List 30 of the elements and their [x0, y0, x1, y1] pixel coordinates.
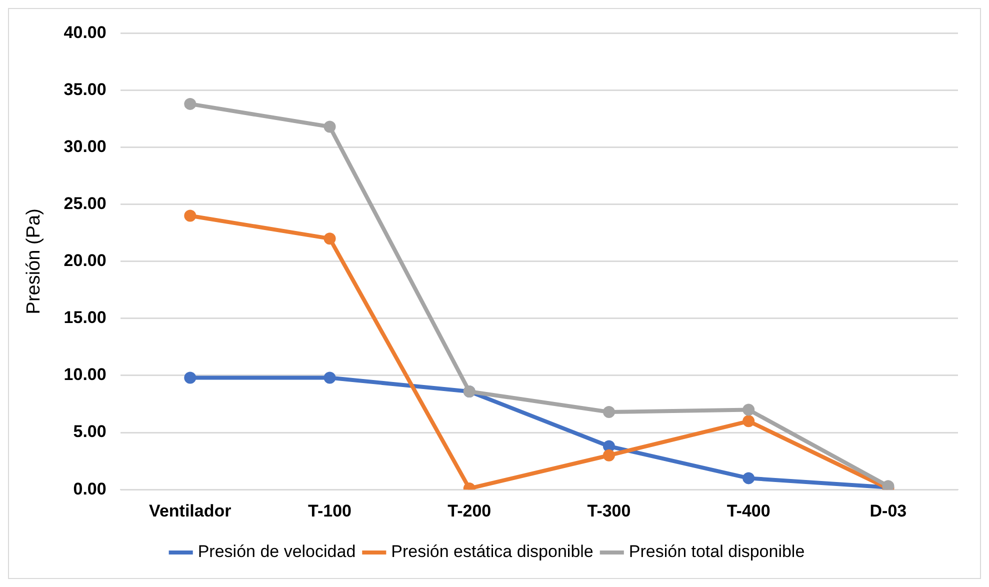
- x-tick-label: Ventilador: [149, 501, 232, 520]
- legend-label: Presión estática disponible: [391, 542, 594, 562]
- point: [742, 472, 755, 484]
- y-tick-label: 25.00: [64, 194, 106, 214]
- y-tick-label: 10.00: [64, 365, 106, 384]
- x-tick-label: T-100: [308, 501, 352, 520]
- point: [324, 232, 336, 245]
- y-tick-label: 5.00: [73, 422, 106, 442]
- point: [602, 449, 615, 462]
- y-tick-label: 30.00: [64, 136, 106, 156]
- y-tick-label: 40.00: [64, 22, 106, 42]
- x-tick-label: T-200: [448, 501, 492, 520]
- y-tick-label: 20.00: [64, 251, 106, 270]
- x-tick-label: T-400: [726, 501, 770, 520]
- point: [184, 210, 196, 222]
- point: [324, 372, 336, 384]
- point: [742, 404, 755, 416]
- point: [184, 98, 196, 110]
- x-tick-label: D-03: [870, 501, 907, 520]
- point: [184, 372, 196, 384]
- y-tick-label: 0.00: [73, 479, 106, 498]
- legend-label: Presión total disponible: [628, 542, 805, 562]
- x-tick-label: T-300: [587, 501, 631, 520]
- y-axis-title: Presión (Pa): [24, 208, 45, 314]
- point: [742, 415, 755, 428]
- legend-label: Presión de velocidad: [198, 542, 356, 562]
- y-tick-label: 15.00: [64, 308, 106, 328]
- point: [324, 120, 336, 133]
- point: [602, 406, 615, 418]
- y-tick-label: 35.00: [64, 80, 106, 99]
